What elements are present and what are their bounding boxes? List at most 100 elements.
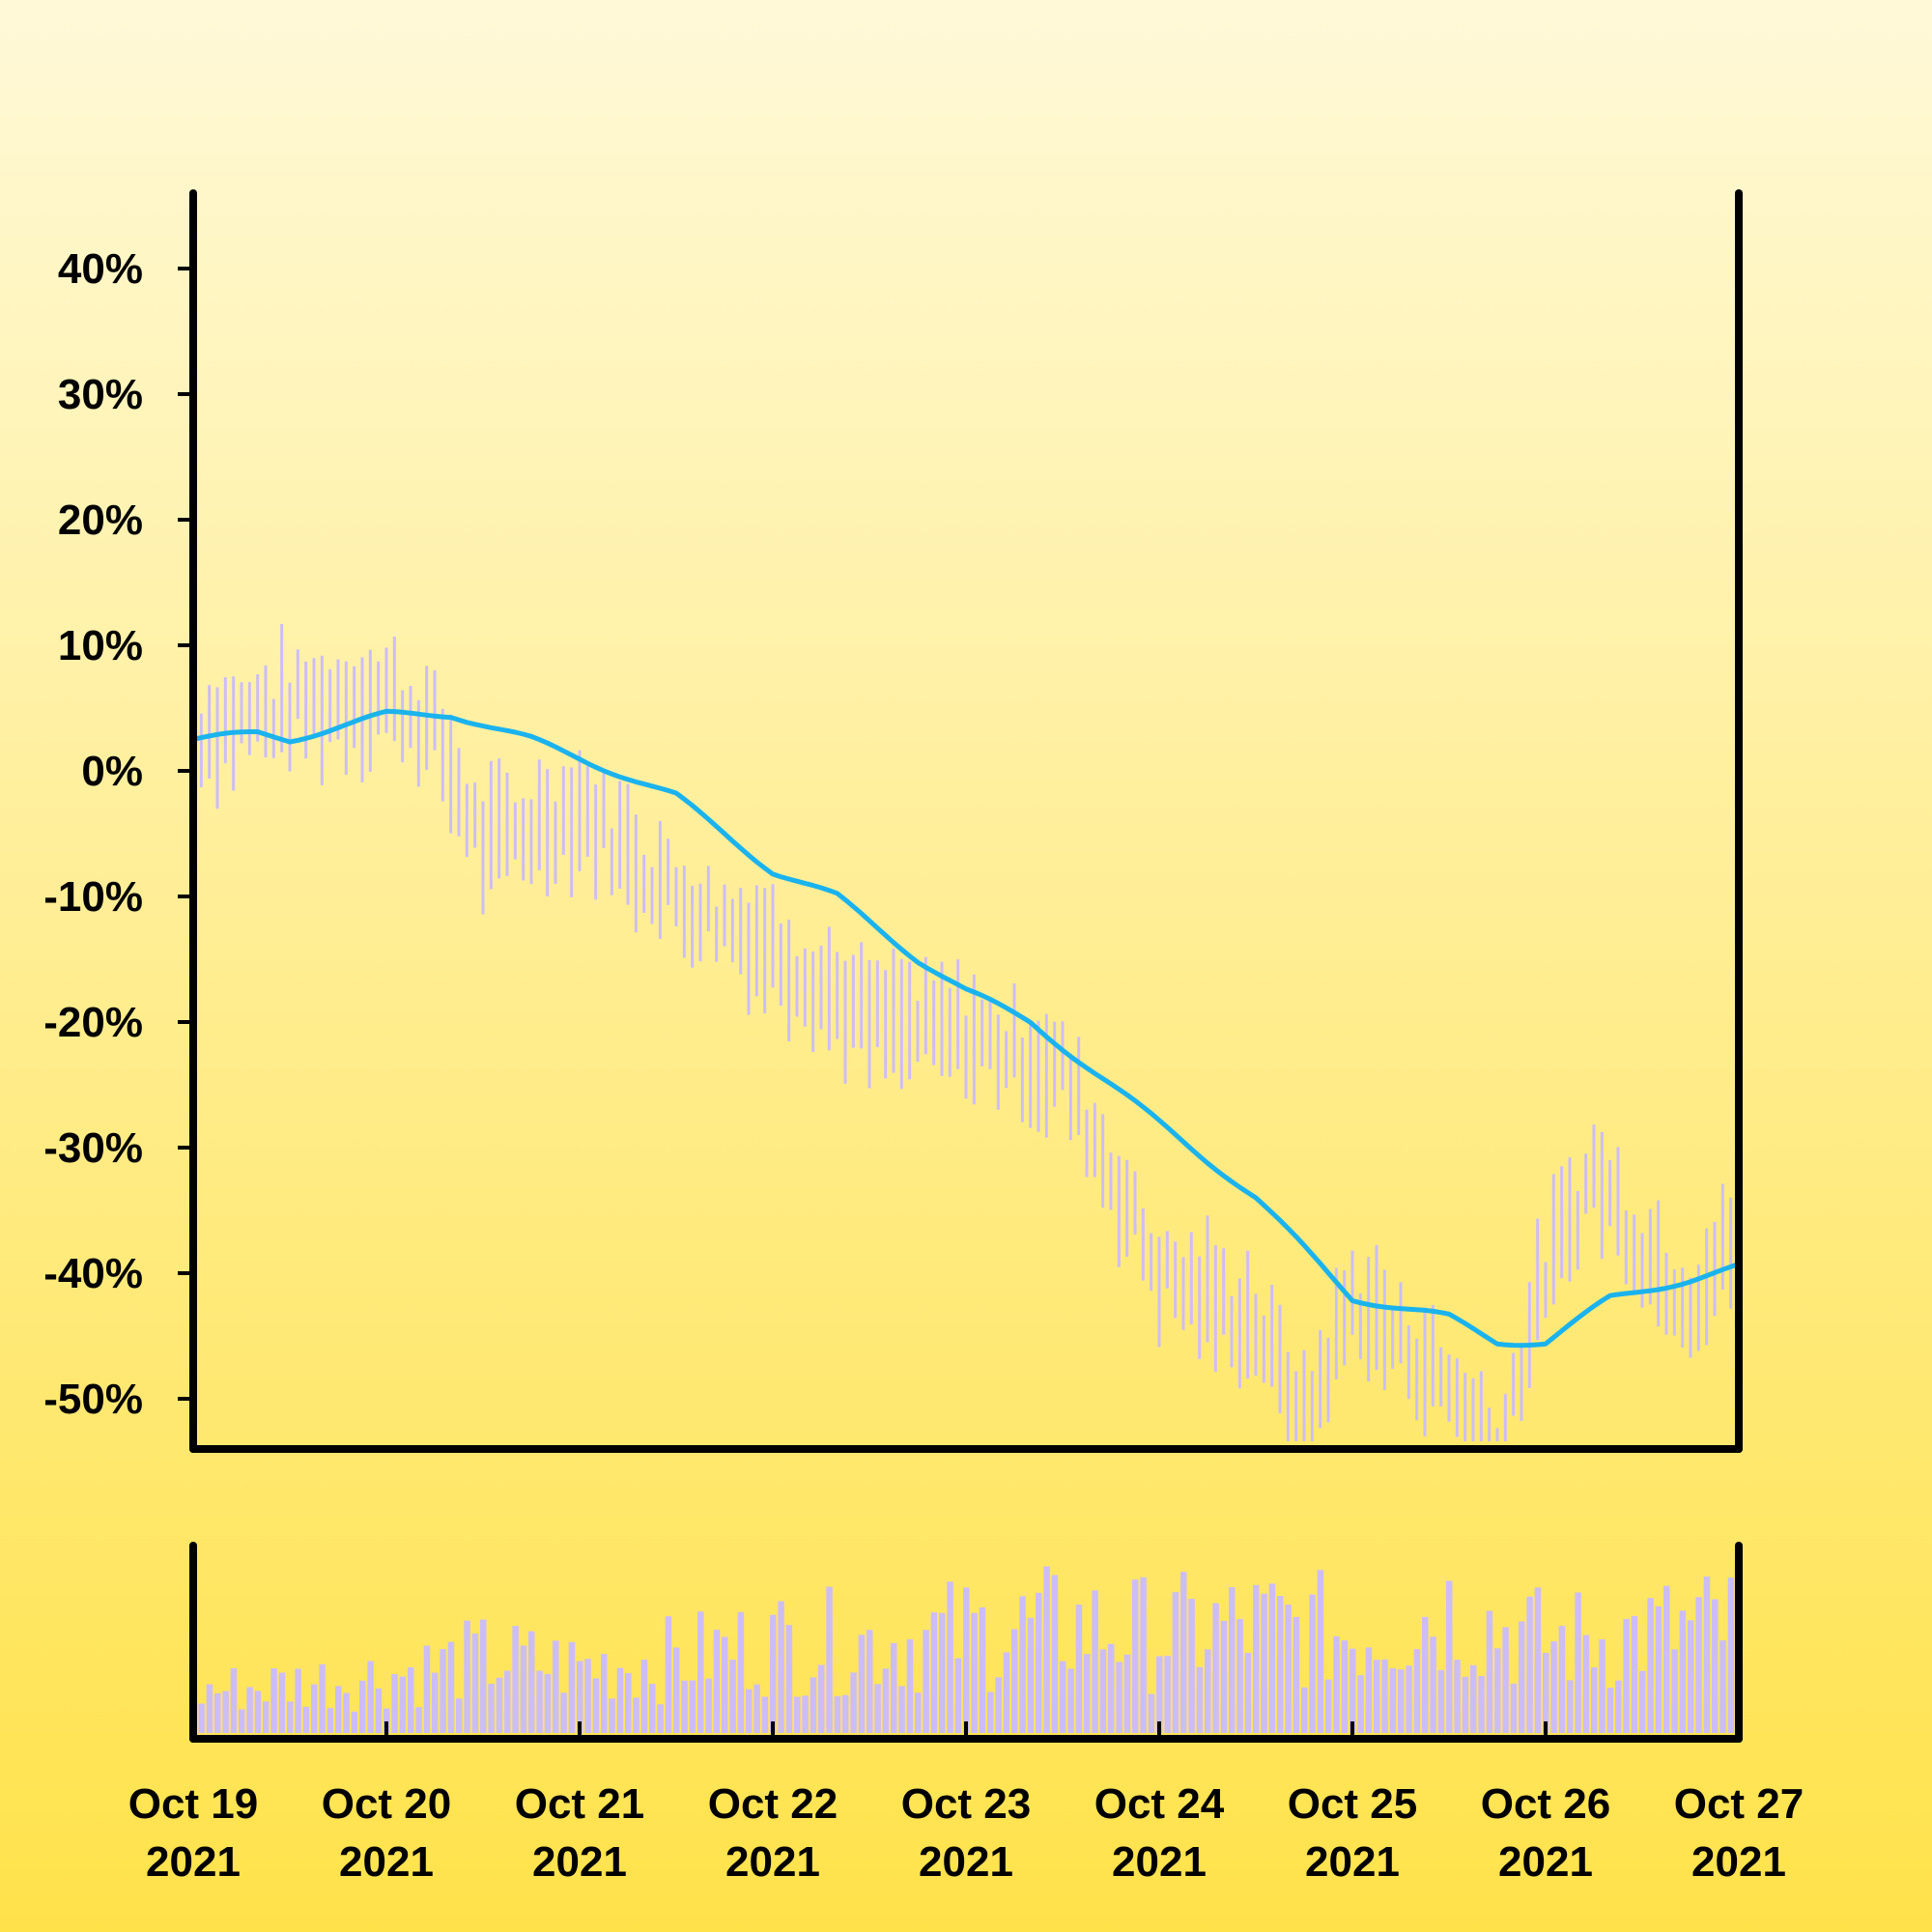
volume-bar (1398, 1669, 1405, 1733)
volume-bar (1043, 1566, 1050, 1733)
volume-bar (1583, 1635, 1590, 1733)
volume-bar (818, 1665, 825, 1733)
volume-bar (1229, 1587, 1236, 1733)
volume-bar (1511, 1684, 1518, 1733)
volume-bar (1028, 1618, 1035, 1733)
volume-bar (1076, 1605, 1083, 1733)
volume-bar (400, 1677, 407, 1733)
volume-bar (1301, 1688, 1308, 1733)
volume-bar (1487, 1611, 1493, 1733)
volume-bar (488, 1684, 495, 1733)
volume-bar (1124, 1655, 1131, 1733)
volume-bar (649, 1684, 656, 1733)
volume-bar (1656, 1606, 1662, 1733)
volume-bar (1591, 1667, 1598, 1733)
volume-bar (1309, 1595, 1316, 1733)
volume-bar (609, 1698, 615, 1733)
volume-bar (1333, 1636, 1340, 1733)
volume-bar (1704, 1577, 1711, 1733)
volume-bar (1067, 1668, 1074, 1733)
volume-bar (512, 1626, 519, 1733)
volume-bar (448, 1642, 455, 1733)
volume-bar (1108, 1644, 1115, 1733)
volume-bar (1599, 1639, 1605, 1733)
volume-bar (1575, 1593, 1581, 1733)
volume-bar (456, 1698, 463, 1733)
volume-bar (1318, 1570, 1324, 1733)
x-tick-label-date: Oct 25 (1288, 1780, 1418, 1828)
volume-bar (1116, 1662, 1122, 1733)
volume-bar (1253, 1585, 1260, 1733)
volume-bar (231, 1668, 238, 1733)
volume-bar (971, 1613, 978, 1733)
volume-bar (521, 1645, 527, 1733)
volume-bar (1615, 1681, 1622, 1733)
x-tick-label-date: Oct 27 (1674, 1780, 1804, 1828)
volume-bar (859, 1634, 866, 1733)
volume-bar (222, 1691, 229, 1733)
volume-bar (1342, 1640, 1349, 1733)
x-axis-ticks: Oct 19 2021 Oct 20 2021 Oct 21 2021 Oct 22 2021… (128, 1721, 1804, 1886)
volume-bar (947, 1581, 953, 1733)
y-tick-label: -40% (43, 1250, 143, 1297)
volume-bar (1357, 1675, 1364, 1733)
volume-bar (1567, 1680, 1574, 1733)
volume-bar (1132, 1579, 1139, 1733)
x-tick-label-date: Oct 26 (1481, 1780, 1611, 1828)
y-tick-label: 40% (58, 245, 143, 293)
x-tick-label-date: Oct 21 (515, 1780, 645, 1828)
x-tick-label-year: 2021 (1498, 1838, 1593, 1886)
volume-bar (569, 1642, 576, 1733)
y-tick-label: 30% (58, 371, 143, 418)
volume-bar (891, 1643, 897, 1733)
volume-bar (617, 1668, 624, 1733)
volume-bar (874, 1684, 881, 1733)
volume-bar (1535, 1587, 1542, 1733)
volume-bar (593, 1678, 600, 1733)
y-tick-label: -20% (43, 999, 143, 1046)
x-tick-label-year: 2021 (339, 1838, 434, 1886)
volume-bar (1325, 1680, 1332, 1733)
volume-bar (335, 1686, 342, 1733)
volume-bar (1712, 1600, 1719, 1733)
volume-bar (1446, 1580, 1453, 1733)
volume-bar (1285, 1605, 1292, 1733)
x-tick-label-year: 2021 (725, 1838, 820, 1886)
volume-bar (367, 1662, 374, 1733)
volume-bar (1550, 1641, 1557, 1733)
volume-bar (850, 1672, 857, 1733)
volume-bar (1671, 1649, 1678, 1733)
volume-bar (633, 1697, 639, 1733)
volume-bar (1236, 1619, 1243, 1733)
volume-bar (1502, 1627, 1509, 1733)
volume-bar (1406, 1665, 1412, 1733)
volume-bar (352, 1712, 358, 1733)
price-range-bars (193, 624, 1739, 1441)
volume-bar (1422, 1617, 1429, 1733)
volume-bar (681, 1681, 688, 1733)
volume-bar (504, 1671, 511, 1733)
volume-bar (359, 1681, 366, 1733)
volume-bar (1374, 1660, 1380, 1733)
volume-bar (1632, 1616, 1638, 1733)
volume-bar (536, 1671, 543, 1733)
volume-bar (497, 1678, 503, 1733)
y-tick-label: 10% (58, 622, 143, 669)
volume-bar (472, 1634, 479, 1733)
volume-bar (601, 1654, 608, 1733)
volume-bar (1212, 1604, 1219, 1733)
volume-bar (343, 1693, 350, 1733)
volume-bar (1647, 1598, 1654, 1733)
volume-bar (697, 1611, 704, 1733)
volume-bar (1269, 1583, 1276, 1733)
volume-bar (673, 1648, 680, 1733)
volume-bar (1164, 1656, 1171, 1733)
volume-bar (1004, 1652, 1010, 1733)
volume-bar (1680, 1610, 1687, 1733)
volume-bar (246, 1687, 252, 1733)
volume-bar (1478, 1676, 1485, 1733)
y-tick-label: -30% (43, 1124, 143, 1172)
volume-bar (1149, 1694, 1155, 1733)
volume-bar (584, 1659, 591, 1733)
volume-bar (255, 1690, 262, 1733)
